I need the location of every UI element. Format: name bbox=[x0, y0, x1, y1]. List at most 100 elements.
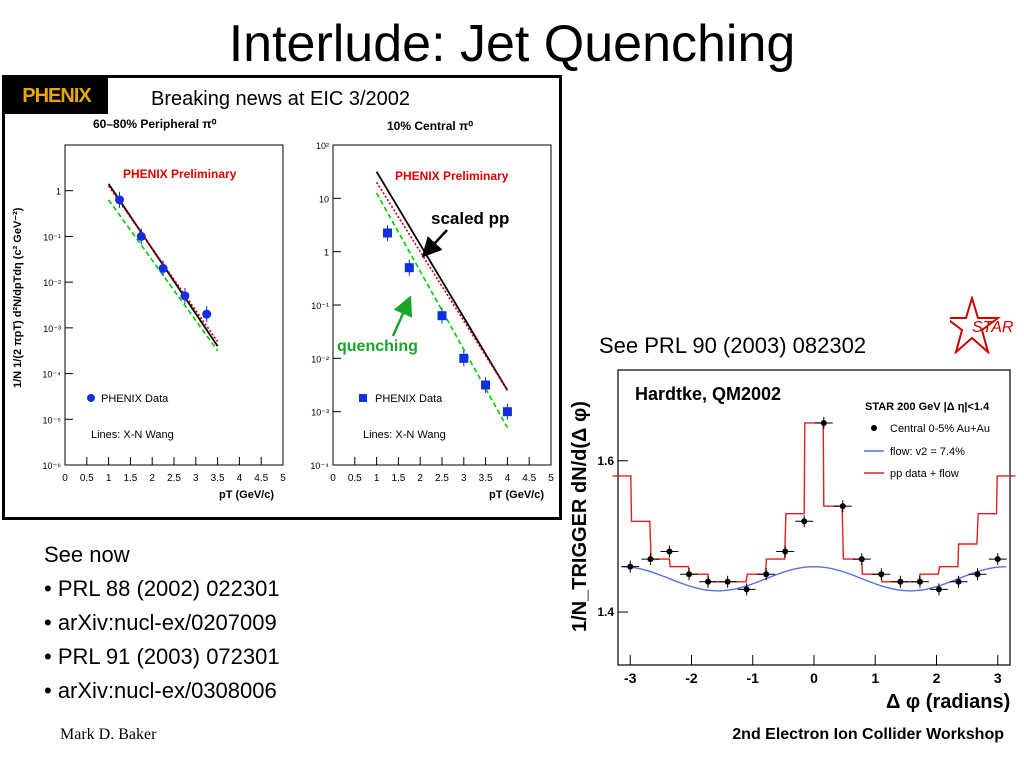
panel1-x-tick-label: 0.5 bbox=[80, 473, 94, 484]
see-now-item: • PRL 91 (2003) 072301 bbox=[44, 644, 280, 669]
slide-title: Interlude: Jet Quenching bbox=[228, 15, 796, 73]
star-legend-title: STAR 200 GeV |Δ η|<1.4 bbox=[865, 401, 990, 413]
star-y-tick-label: 1.4 bbox=[597, 605, 614, 619]
panel2-x-tick-label: 3.5 bbox=[479, 473, 493, 484]
star-x-tick-label: -2 bbox=[685, 670, 698, 686]
star-author: Hardtke, QM2002 bbox=[635, 384, 781, 404]
panel2-data-point bbox=[459, 353, 469, 363]
panel2-x-tick-label: 0.5 bbox=[348, 473, 362, 484]
panel2-line-pp-dotted- bbox=[375, 181, 509, 391]
panel2-data-point bbox=[437, 311, 447, 321]
panel2-data-point bbox=[383, 228, 392, 238]
panel2-data-point bbox=[404, 263, 414, 273]
panel2-frame bbox=[332, 144, 552, 466]
star-x-tick-label: -1 bbox=[747, 670, 760, 686]
quenching-arrow bbox=[391, 295, 413, 337]
panel2-y-tick-label: 10 bbox=[319, 194, 329, 204]
star-data-point bbox=[763, 571, 770, 578]
panel2-data-point bbox=[502, 407, 512, 417]
panel2-legend-data: PHENIX Data bbox=[375, 393, 443, 405]
panel2-label: 10% Central π⁰ bbox=[387, 119, 473, 133]
panel1-data-point bbox=[202, 309, 212, 319]
panel1-x-tick-label: 5 bbox=[280, 473, 286, 484]
panel1-x-tick-label: 2 bbox=[149, 473, 155, 484]
panel2-y-tick-label: 1 bbox=[324, 248, 329, 258]
star-pp-histogram bbox=[612, 422, 1016, 583]
panel2-line-scaled-pp bbox=[375, 171, 509, 391]
panel2-preliminary: PHENIX Preliminary bbox=[395, 169, 509, 183]
panel1-x-tick-label: 3.5 bbox=[211, 473, 225, 484]
panel1-x-tick-label: 2.5 bbox=[167, 473, 181, 484]
star-data-point bbox=[935, 586, 942, 593]
panel1-y-tick-label: 10⁻⁶ bbox=[43, 461, 62, 471]
see-now-heading: See now bbox=[44, 542, 130, 567]
star-data-point bbox=[858, 556, 865, 563]
star-correlation-plot: Hardtke, QM2002 STAR 200 GeV |Δ η|<1.4 C… bbox=[569, 369, 1016, 713]
panel2-x-label: pT (GeV/c) bbox=[489, 489, 544, 501]
panel2-x-tick-label: 1.5 bbox=[391, 473, 405, 484]
panel2-x-tick-label: 4 bbox=[505, 473, 511, 484]
scaled-pp-arrow bbox=[421, 229, 448, 258]
star-data-point bbox=[627, 563, 634, 570]
star-data-point bbox=[743, 586, 750, 593]
phenix-logo: PHENIX bbox=[5, 78, 108, 114]
star-legend-flow: flow: v2 = 7.4% bbox=[890, 446, 965, 458]
panel1-x-label: pT (GeV/c) bbox=[219, 489, 274, 501]
star-data-point bbox=[974, 571, 981, 578]
star-plot-frame bbox=[617, 369, 1011, 666]
panel1-y-tick-label: 10⁻⁴ bbox=[42, 370, 61, 380]
prl-reference: See PRL 90 (2003) 082302 bbox=[599, 333, 867, 358]
see-now-list: See now • PRL 88 (2002) 022301 • arXiv:n… bbox=[44, 538, 280, 708]
star-x-tick-label: -3 bbox=[624, 670, 637, 686]
panel1-legend-data: PHENIX Data bbox=[101, 393, 169, 405]
star-y-tick-label: 1.6 bbox=[597, 454, 614, 468]
panel1-data-point bbox=[115, 195, 124, 205]
panel2-data-point bbox=[481, 380, 491, 390]
star-data-point bbox=[878, 571, 885, 578]
panel2-y-tick-label: 10⁻² bbox=[311, 354, 329, 364]
panel1-y-tick-label: 10⁻³ bbox=[43, 324, 61, 334]
star-data-point bbox=[955, 578, 962, 585]
panel1-x-tick-label: 1.5 bbox=[123, 473, 137, 484]
panel2-x-tick-label: 0 bbox=[330, 473, 336, 484]
star-data-point bbox=[820, 419, 827, 426]
see-now-item: • arXiv:nucl-ex/0308006 bbox=[44, 678, 277, 703]
star-x-tick-label: 1 bbox=[871, 670, 879, 686]
panel2-y-tick-label: 10⁻¹ bbox=[311, 301, 329, 311]
panel2-y-tick-label: 10⁻⁴ bbox=[310, 461, 329, 471]
phenix-spectra-plot: 60–80% Peripheral π⁰ 10% Central π⁰ PHEN… bbox=[12, 117, 554, 501]
panel2-line-quenching bbox=[375, 192, 509, 429]
panel1-data-point bbox=[180, 291, 190, 301]
star-data-point bbox=[724, 578, 731, 585]
panel1-y-tick-label: 1 bbox=[56, 187, 61, 197]
panel1-line-quenching bbox=[107, 199, 219, 352]
star-logo: STAR bbox=[950, 296, 1014, 354]
panel2-legend-lines: Lines: X-N Wang bbox=[363, 429, 446, 441]
panel1-frame bbox=[64, 144, 284, 466]
panel1-y-tick-label: 10⁻² bbox=[43, 278, 61, 288]
star-x-tick-label: 0 bbox=[810, 670, 818, 686]
panel1-x-tick-label: 0 bbox=[62, 473, 68, 484]
star-data-point bbox=[782, 548, 789, 555]
star-data-point bbox=[916, 578, 923, 585]
panel1-label: 60–80% Peripheral π⁰ bbox=[93, 117, 217, 131]
star-legend-pp: pp data + flow bbox=[890, 468, 959, 480]
panel1-y-tick-label: 10⁻⁵ bbox=[43, 415, 62, 425]
star-data-point bbox=[994, 556, 1001, 563]
panel2-x-tick-label: 4.5 bbox=[522, 473, 536, 484]
star-data-point bbox=[666, 548, 673, 555]
panel2-x-tick-label: 3 bbox=[461, 473, 467, 484]
star-y-axis-label: 1/N_TRIGGER dN/d(Δ φ) bbox=[569, 401, 591, 632]
panel2-y-tick-label: 10² bbox=[316, 141, 329, 151]
star-x-axis-label: Δ φ (radians) bbox=[886, 691, 1010, 713]
y-axis-label: 1/N 1/(2 πpT) d²N/dpTdη (c² GeV⁻²) bbox=[12, 207, 24, 388]
panel1-y-tick-label: 10⁻¹ bbox=[43, 232, 61, 242]
star-data-point bbox=[801, 518, 808, 525]
panel1-x-tick-label: 4.5 bbox=[254, 473, 268, 484]
star-flow-curve bbox=[621, 565, 1007, 592]
breaking-news-caption: Breaking news at EIC 3/2002 bbox=[151, 88, 411, 110]
panel2-x-tick-label: 5 bbox=[548, 473, 554, 484]
phenix-figure: PHENIX Breaking news at EIC 3/2002 60–80… bbox=[2, 75, 562, 520]
star-correlation-figure: Hardtke, QM2002 STAR 200 GeV |Δ η|<1.4 C… bbox=[560, 360, 1020, 715]
panel1-x-tick-label: 1 bbox=[106, 473, 112, 484]
